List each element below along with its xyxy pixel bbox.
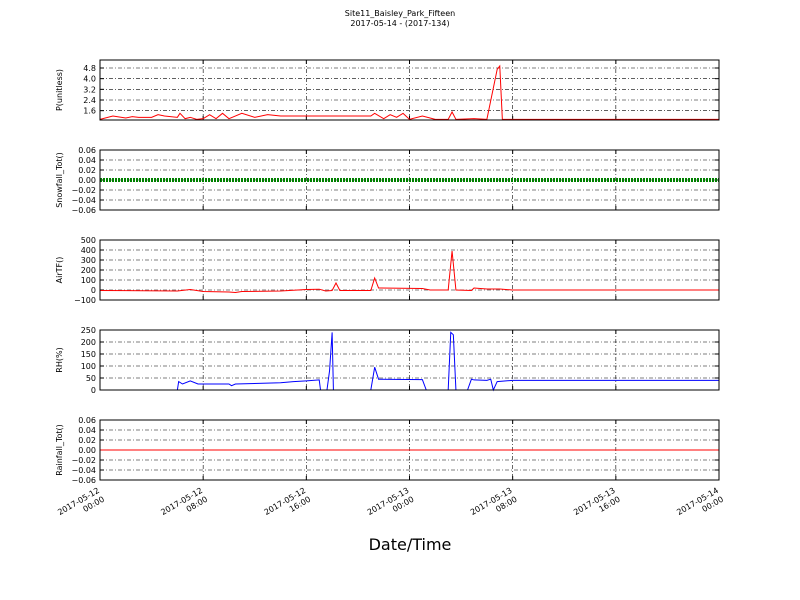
- x-tick-label: 2017-05-1308:00: [469, 486, 519, 526]
- plot-frame: [99, 149, 720, 211]
- plot-frame: [99, 329, 720, 391]
- y-tick-label: 0.04: [78, 426, 96, 435]
- plot-frame: [99, 419, 720, 481]
- y-tick-label: −0.02: [71, 186, 96, 195]
- plot-frame: [99, 239, 720, 301]
- y-tick-label: 300: [81, 256, 96, 265]
- y-tick-label: 0.00: [78, 176, 96, 185]
- y-tick-label: 100: [81, 362, 96, 371]
- y-tick-label: 0.02: [78, 166, 96, 175]
- data-line: [99, 64, 719, 120]
- chart-subtitle: 2017-05-14 - (2017-134): [350, 19, 449, 28]
- x-tick-label: 2017-05-1216:00: [263, 486, 313, 526]
- y-tick-label: 3.2: [83, 85, 96, 94]
- y-tick-label: 2.4: [83, 96, 96, 105]
- chart-title: Site11_Baisley_Park_Fifteen: [345, 9, 455, 18]
- x-tick-label: 2017-05-1200:00: [56, 486, 106, 526]
- y-axis-label: AirTF(): [55, 257, 64, 284]
- y-tick-label: 150: [81, 350, 96, 359]
- y-tick-label: −0.06: [71, 476, 96, 485]
- y-tick-label: 100: [81, 276, 96, 285]
- x-axis-label: Date/Time: [369, 535, 452, 554]
- y-tick-label: 200: [81, 266, 96, 275]
- y-axis-label: Rainfall_Tot(): [55, 424, 64, 476]
- y-tick-label: 200: [81, 338, 96, 347]
- x-tick-label: 2017-05-1208:00: [159, 486, 209, 526]
- x-tick-label: 2017-05-1400:00: [675, 486, 725, 526]
- y-axis-label: Snowfall_Tot(): [55, 152, 64, 208]
- y-tick-label: −0.06: [71, 206, 96, 215]
- y-tick-label: 0: [91, 286, 96, 295]
- y-tick-label: 1.6: [83, 107, 96, 116]
- y-tick-label: −0.04: [71, 466, 96, 475]
- y-tick-label: −0.04: [71, 196, 96, 205]
- y-tick-label: 500: [81, 236, 96, 245]
- data-line: [99, 250, 719, 294]
- x-tick-label: 2017-05-1316:00: [572, 486, 622, 526]
- y-tick-label: 0.06: [78, 146, 96, 155]
- y-axis-label: RH(%): [55, 347, 64, 372]
- y-tick-label: 0.02: [78, 436, 96, 445]
- y-axis-label: P(unitless): [55, 69, 64, 111]
- y-tick-label: −100: [74, 296, 96, 305]
- y-tick-label: 250: [81, 326, 96, 335]
- y-tick-label: 400: [81, 246, 96, 255]
- y-tick-label: 0.00: [78, 446, 96, 455]
- y-tick-label: 4.0: [83, 75, 96, 84]
- y-tick-label: 0: [91, 386, 96, 395]
- y-tick-label: 0.04: [78, 156, 96, 165]
- y-tick-label: 4.8: [83, 64, 96, 73]
- y-tick-label: −0.02: [71, 456, 96, 465]
- x-tick-label: 2017-05-1300:00: [366, 486, 416, 526]
- y-tick-label: 50: [86, 374, 96, 383]
- y-tick-label: 0.06: [78, 416, 96, 425]
- plot-frame: [99, 59, 720, 121]
